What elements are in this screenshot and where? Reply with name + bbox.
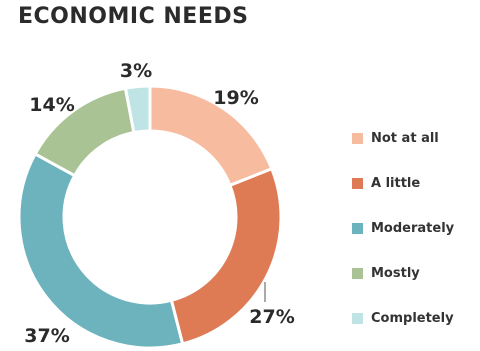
value-label-a-little: 27% xyxy=(249,306,294,328)
chart-title: ECONOMIC NEEDS xyxy=(18,4,249,29)
value-label-moderately: 37% xyxy=(24,325,69,347)
legend-swatch-mostly xyxy=(352,268,363,279)
legend-item-not-at-all: Not at all xyxy=(352,116,478,161)
legend-label-mostly: Mostly xyxy=(371,266,420,281)
value-label-mostly: 14% xyxy=(29,94,74,116)
legend-swatch-completely xyxy=(352,313,363,324)
legend-item-mostly: Mostly xyxy=(352,251,478,296)
legend-item-a-little: A little xyxy=(352,161,478,206)
slice-completely xyxy=(123,84,152,135)
legend-item-moderately: Moderately xyxy=(352,206,478,251)
legend-label-completely: Completely xyxy=(371,311,454,326)
legend-swatch-not-at-all xyxy=(352,133,363,144)
legend: Not at all A little Moderately Mostly Co… xyxy=(352,116,478,341)
donut-chart: 19% 27% 37% 14% 3% xyxy=(17,60,295,350)
legend-item-completely: Completely xyxy=(352,296,478,341)
value-label-completely: 3% xyxy=(120,60,152,82)
slice-a-little xyxy=(169,166,283,346)
value-label-not-at-all: 19% xyxy=(213,87,258,109)
slice-moderately xyxy=(17,151,185,350)
legend-label-not-at-all: Not at all xyxy=(371,131,439,146)
legend-label-a-little: A little xyxy=(371,176,421,191)
legend-swatch-a-little xyxy=(352,178,363,189)
legend-swatch-moderately xyxy=(352,223,363,234)
legend-label-moderately: Moderately xyxy=(371,221,455,236)
